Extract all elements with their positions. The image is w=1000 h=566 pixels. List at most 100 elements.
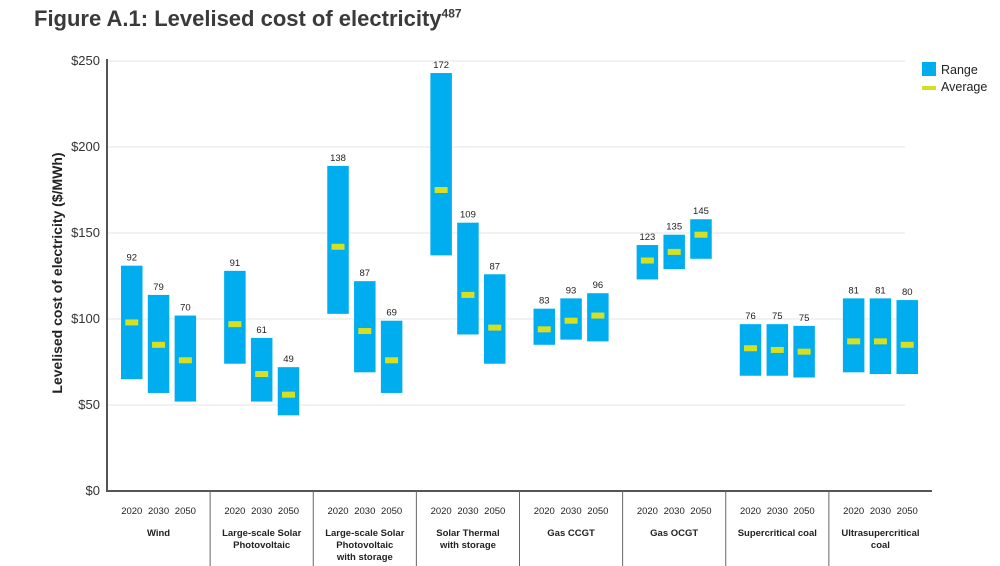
average-marker — [744, 345, 758, 352]
average-marker — [331, 243, 345, 250]
legend-average-label: Average — [941, 80, 987, 94]
average-marker — [847, 338, 861, 345]
year-label: 2050 — [484, 506, 505, 517]
year-label: 2030 — [870, 506, 891, 517]
y-tick-label: $100 — [71, 311, 100, 326]
data-label: 87 — [489, 261, 500, 272]
range-bar — [457, 222, 479, 335]
year-label: 2020 — [740, 506, 761, 517]
year-label: 2030 — [560, 506, 581, 517]
average-marker — [461, 291, 475, 298]
year-label: 2030 — [767, 506, 788, 517]
group-label: Ultrasupercritical — [841, 528, 919, 539]
group-label: Gas CCGT — [547, 528, 595, 539]
year-label: 2020 — [843, 506, 864, 517]
figure-title-text: Figure A.1: Levelised cost of electricit… — [34, 6, 442, 31]
group-label: Solar Thermal — [436, 528, 499, 539]
average-marker — [537, 326, 551, 333]
range-bar — [690, 219, 712, 259]
group-label: Photovoltaic — [336, 540, 393, 551]
average-marker — [255, 371, 269, 378]
data-label: 138 — [330, 153, 346, 164]
year-label: 2030 — [664, 506, 685, 517]
legend-range-swatch — [922, 62, 936, 76]
data-label: 87 — [360, 268, 371, 279]
data-label: 123 — [639, 232, 655, 243]
average-marker — [281, 391, 295, 398]
legend-range-label: Range — [941, 63, 978, 77]
range-bar — [869, 298, 892, 375]
data-label: 135 — [666, 222, 682, 233]
range-bar — [354, 281, 376, 373]
year-label: 2050 — [278, 506, 299, 517]
data-label: 145 — [693, 206, 709, 217]
average-marker — [228, 321, 242, 328]
average-marker — [178, 357, 192, 364]
year-label: 2030 — [457, 506, 478, 517]
range-bar — [430, 73, 452, 256]
data-label: 81 — [848, 285, 859, 296]
data-label: 83 — [539, 296, 550, 307]
data-labels: 92 79 70 91 61 49 138 87 69 172 109 87 83 93 96 123 135 1… — [126, 60, 912, 365]
data-label: 96 — [593, 280, 604, 291]
data-label: 81 — [875, 285, 886, 296]
y-axis-title: Levelised cost of electricity ($/MWh) — [49, 152, 65, 393]
data-label: 109 — [460, 210, 476, 221]
figure-title-superscript: 487 — [441, 6, 462, 21]
group-label: coal — [871, 540, 890, 551]
average-marker — [770, 346, 784, 353]
average-marker — [488, 324, 502, 331]
year-label: 2020 — [121, 506, 142, 517]
data-label: 61 — [256, 325, 267, 336]
data-label: 75 — [799, 313, 810, 324]
data-label: 76 — [745, 311, 756, 322]
average-marker — [667, 248, 681, 255]
data-label: 93 — [566, 285, 577, 296]
range-bar — [483, 274, 506, 364]
group-label: Supercritical coal — [738, 528, 817, 539]
average-marker — [564, 317, 578, 324]
year-label: 2050 — [587, 506, 608, 517]
year-label: 2050 — [175, 506, 196, 517]
year-label: 2020 — [637, 506, 658, 517]
group-label: Gas OCGT — [650, 528, 698, 539]
data-label: 75 — [772, 311, 783, 322]
average-marker — [358, 328, 372, 335]
data-label: 79 — [153, 282, 164, 293]
average-marker — [385, 357, 399, 364]
y-tick-label: $150 — [71, 225, 100, 240]
data-label: 80 — [902, 287, 913, 298]
year-label: 2050 — [897, 506, 918, 517]
average-marker — [125, 319, 139, 326]
year-label: 2030 — [251, 506, 272, 517]
group-label: Photovoltaic — [233, 540, 290, 551]
average-marker — [873, 338, 887, 345]
average-marker — [640, 257, 654, 264]
range-bar — [250, 337, 273, 402]
legend-average-swatch — [922, 86, 936, 90]
data-label: 49 — [283, 354, 294, 365]
y-tick-label: $200 — [71, 139, 100, 154]
range-bar — [224, 270, 246, 364]
year-label: 2030 — [354, 506, 375, 517]
y-tick-label: $0 — [86, 483, 100, 498]
average-marker — [152, 341, 166, 348]
data-label: 70 — [180, 303, 191, 314]
year-label: 2020 — [224, 506, 245, 517]
legend: Range Average — [922, 62, 987, 94]
average-marker — [900, 341, 914, 348]
year-label: 2020 — [327, 506, 348, 517]
group-label: Wind — [147, 528, 170, 539]
group-label: Large-scale Solar — [222, 528, 302, 539]
range-bar — [327, 165, 349, 314]
y-tick-label: $50 — [78, 397, 100, 412]
year-label: 2050 — [690, 506, 711, 517]
x-axis-labels: 2020 2030 2050 Wind 2020 2030 2050 Large-scale … — [121, 491, 920, 566]
year-label: 2030 — [148, 506, 169, 517]
average-marker — [694, 231, 708, 238]
y-tick-label: $250 — [71, 53, 100, 68]
group-label: with storage — [439, 540, 496, 551]
average-marker — [434, 187, 448, 193]
figure-title: Figure A.1: Levelised cost of electricit… — [34, 6, 462, 32]
